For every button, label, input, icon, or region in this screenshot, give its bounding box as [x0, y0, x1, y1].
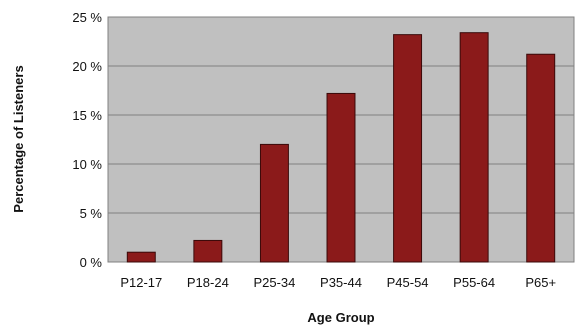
x-tick-label: P12-17	[120, 275, 162, 290]
x-tick-label: P25-34	[253, 275, 295, 290]
bar	[126, 251, 156, 263]
bar	[393, 34, 423, 263]
bar	[259, 143, 289, 263]
y-axis-title: Percentage of Listeners	[11, 65, 26, 212]
x-tick-label: P18-24	[187, 275, 229, 290]
y-tick-label: 5 %	[80, 206, 103, 221]
y-tick-label: 25 %	[72, 10, 102, 25]
y-tick-label: 10 %	[72, 157, 102, 172]
y-tick-label: 15 %	[72, 108, 102, 123]
bar	[326, 92, 356, 263]
x-tick-label: P45-54	[387, 275, 429, 290]
x-axis-title: Age Group	[307, 310, 374, 325]
bar	[193, 239, 223, 263]
y-tick-label: 0 %	[80, 255, 103, 270]
y-tick-label: 20 %	[72, 59, 102, 74]
x-tick-label: P55-64	[453, 275, 495, 290]
x-tick-label: P65+	[525, 275, 556, 290]
bar	[459, 32, 489, 263]
y-tick-labels: 0 % 5 % 10 % 15 % 20 % 25 %	[72, 10, 102, 270]
x-tick-labels: P12-17 P18-24 P25-34 P35-44 P45-54 P55-64 P65+	[120, 275, 556, 290]
x-tick-label: P35-44	[320, 275, 362, 290]
bar	[526, 53, 556, 263]
bars	[126, 32, 556, 263]
